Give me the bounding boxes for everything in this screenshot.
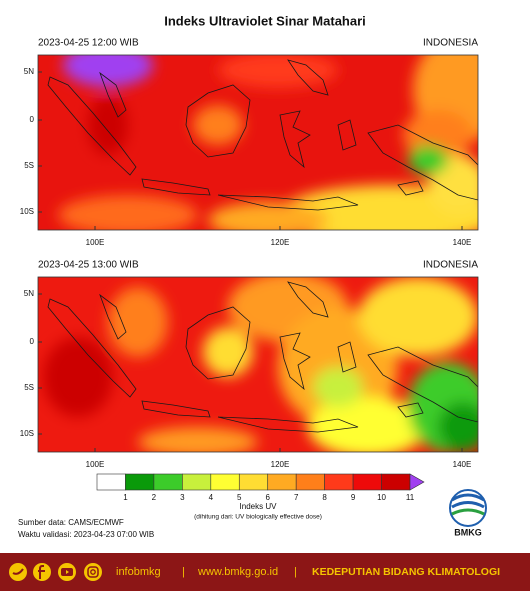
lat-label: 5S <box>24 383 34 392</box>
colorbar-box <box>125 473 155 491</box>
colorbar-label: 4 <box>209 493 214 502</box>
footer-department: KEDEPUTIAN BIDANG KLIMATOLOGI <box>312 566 500 578</box>
colorbar-box <box>238 473 269 491</box>
title: Indeks Ultraviolet Sinar Matahari <box>164 13 366 28</box>
uv-field <box>38 272 488 457</box>
colorbar-label: 9 <box>351 493 356 502</box>
map-frame <box>37 54 479 231</box>
validation: Waktu validasi: 2023-04-23 07:00 WIB <box>18 530 154 539</box>
map-frame <box>37 276 479 453</box>
uv-field <box>38 35 503 245</box>
colorbar-label: 1 <box>123 493 128 502</box>
lat-label: 5N <box>24 67 34 76</box>
panel-region: INDONESIA <box>423 260 478 271</box>
colorbar-box <box>352 473 382 491</box>
uv-map <box>38 35 503 245</box>
lat-label: 5N <box>24 289 34 298</box>
colorbar-note: (dihitung dari: UV biologically effectiv… <box>194 514 322 521</box>
lat-label: 10S <box>20 207 34 216</box>
logo-text: BMKG <box>454 527 482 537</box>
source: Sumber data: CAMS/ECMWF <box>18 518 124 527</box>
colorbar-arrow <box>409 473 425 491</box>
colorbar-label: 10 <box>377 493 386 502</box>
colorbar-label: 5 <box>237 493 242 502</box>
colorbar-title: Indeks UV <box>240 502 278 511</box>
colorbar-box <box>295 473 325 491</box>
colorbar-box <box>182 473 212 491</box>
lon-label: 100E <box>86 238 105 247</box>
colorbar-label: 7 <box>294 493 299 502</box>
colorbar-box <box>381 473 411 491</box>
footer-separator: | <box>294 566 297 578</box>
lat-label: 10S <box>20 429 34 438</box>
footer-separator: | <box>182 566 185 578</box>
lon-label: 140E <box>453 460 472 469</box>
panel-time: 2023-04-25 12:00 WIB <box>38 38 139 49</box>
colorbar-label: 11 <box>406 493 415 502</box>
colorbar-box <box>153 473 183 491</box>
social-icons[interactable] <box>9 563 102 581</box>
colorbar-label: 6 <box>266 493 271 502</box>
colorbar-box <box>96 473 126 491</box>
lat-label: 0 <box>30 115 35 124</box>
lat-label: 0 <box>30 337 35 346</box>
panel-region: INDONESIA <box>423 38 478 49</box>
lon-label: 140E <box>453 238 472 247</box>
colorbar-label: 3 <box>180 493 185 502</box>
colorbar-box <box>267 473 297 491</box>
bmkg-logo: BMKG <box>449 489 487 537</box>
lat-label: 5S <box>24 161 34 170</box>
colorbar-label: 2 <box>152 493 157 502</box>
footer-website: www.bmkg.go.id <box>197 566 278 578</box>
lon-label: 120E <box>271 460 290 469</box>
colorbar-label: 8 <box>322 493 327 502</box>
colorbar-box <box>210 473 240 491</box>
colorbar-box <box>324 473 354 491</box>
uv-map <box>38 272 488 457</box>
lon-label: 100E <box>86 460 105 469</box>
lon-label: 120E <box>271 238 290 247</box>
panel-time: 2023-04-25 13:00 WIB <box>38 260 139 271</box>
footer-handle: infobmkg <box>116 566 161 578</box>
